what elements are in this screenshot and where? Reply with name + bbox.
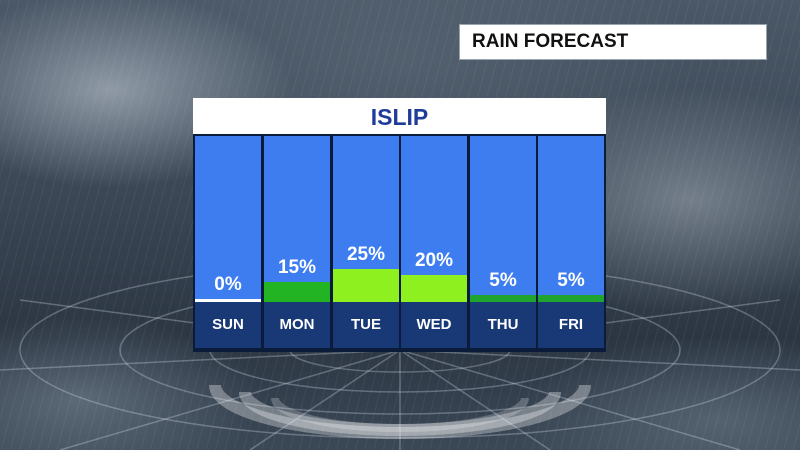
- rain-bar-sun: [195, 299, 261, 302]
- rain-bar-mon: [264, 282, 330, 302]
- day-column-wed: 20% WED: [401, 136, 467, 348]
- day-column-mon: 15% MON: [264, 136, 330, 348]
- rain-pct-mon: 15%: [277, 257, 317, 278]
- rain-pct-wed: 20%: [414, 250, 454, 271]
- day-column-tue: 25% TUE: [333, 136, 399, 348]
- rain-chart-panel: ISLIP 0% SUN 15% MON 25% TUE 20% WED 5% …: [193, 98, 606, 352]
- rain-bar-tue: [333, 269, 399, 302]
- day-label-tue: TUE: [333, 302, 399, 348]
- rain-pct-tue: 25%: [346, 244, 386, 265]
- day-column-sun: 0% SUN: [195, 136, 261, 348]
- day-label-wed: WED: [401, 302, 467, 348]
- location-header: ISLIP: [193, 98, 606, 134]
- rain-bar-fri: [538, 295, 604, 302]
- day-label-thu: THU: [470, 302, 536, 348]
- rain-bar-wed: [401, 275, 467, 302]
- day-label-sun: SUN: [195, 302, 261, 348]
- rain-bar-thu: [470, 295, 536, 302]
- rain-pct-sun: 0%: [214, 274, 242, 295]
- day-label-fri: FRI: [538, 302, 604, 348]
- rain-pct-fri: 5%: [557, 270, 585, 291]
- day-column-fri: 5% FRI: [538, 136, 604, 348]
- day-label-mon: MON: [264, 302, 330, 348]
- day-column-thu: 5% THU: [470, 136, 536, 348]
- rain-pct-thu: 5%: [489, 270, 517, 291]
- rain-forecast-title: RAIN FORECAST: [459, 24, 767, 60]
